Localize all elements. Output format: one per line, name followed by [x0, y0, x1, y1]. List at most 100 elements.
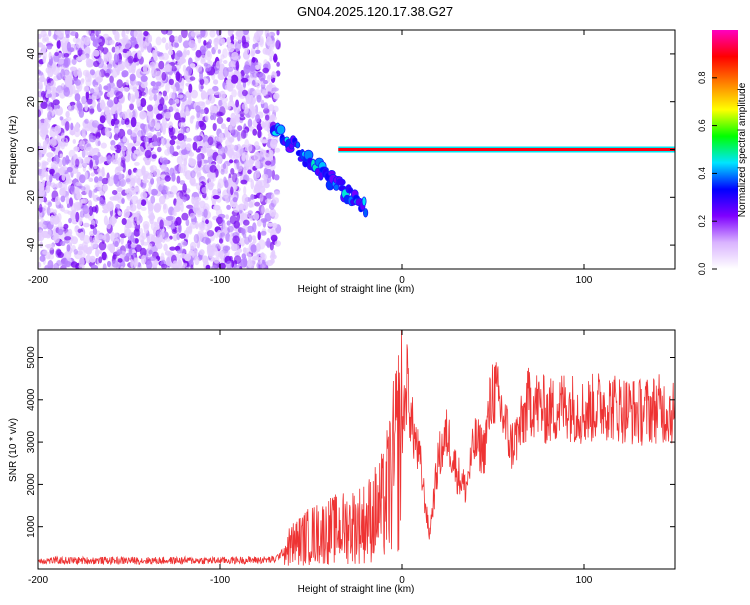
heatmap-cell: [165, 215, 174, 221]
heatmap-cell: [136, 202, 142, 210]
heatmap-cell: [251, 235, 256, 241]
heatmap-cell: [88, 200, 93, 208]
heatmap-cell: [98, 241, 107, 251]
heatmap-cell: [122, 111, 128, 120]
heatmap-cell: [73, 201, 81, 211]
x-tick-label: -100: [210, 275, 230, 286]
heatmap-cell: [254, 171, 261, 179]
heatmap-cell: [90, 224, 95, 230]
heatmap-cell: [265, 260, 274, 267]
heatmap-cell: [217, 182, 222, 192]
heatmap-cell: [116, 186, 123, 193]
heatmap-cell: [169, 139, 176, 146]
heatmap-marks: [38, 30, 675, 269]
heatmap-cell: [106, 155, 112, 165]
heatmap-cell: [53, 262, 60, 269]
heatmap-cell: [87, 73, 93, 82]
heatmap-cell: [164, 250, 171, 256]
y-tick-label: -20: [26, 190, 37, 205]
heatmap-cell: [268, 115, 274, 120]
heatmap-cell: [270, 234, 278, 242]
heatmap-cell: [121, 30, 126, 38]
heatmap-cell: [265, 160, 272, 166]
heatmap-cell: [38, 203, 43, 213]
heatmap-cell: [176, 145, 181, 150]
heatmap-cell: [203, 141, 209, 148]
heatmap-cell: [131, 195, 139, 205]
snr-y-label: SNR (10 * v/v): [8, 418, 19, 482]
heatmap-cell: [139, 247, 147, 257]
heatmap-cell: [50, 182, 56, 188]
heatmap-cell: [232, 204, 240, 213]
y-tick-label: 20: [26, 96, 37, 108]
heatmap-cell: [91, 206, 98, 213]
heatmap-cell: [168, 78, 174, 86]
heatmap-cell: [138, 32, 145, 38]
heatmap-cell: [216, 154, 223, 164]
heatmap-cell: [48, 51, 52, 60]
heatmap-cell: [252, 35, 258, 43]
heatmap-cell: [38, 142, 42, 147]
heatmap-cell: [271, 193, 275, 200]
heatmap-cell: [96, 234, 105, 240]
heatmap-cell: [188, 40, 196, 48]
heatmap-cell: [38, 122, 46, 130]
heatmap-cell: [154, 202, 162, 210]
heatmap-cell: [147, 113, 153, 122]
heatmap-cell: [66, 244, 71, 252]
heatmap-cell: [89, 69, 95, 76]
heatmap-cell: [190, 170, 196, 179]
heatmap-cell: [200, 54, 206, 63]
heatmap-cell: [173, 205, 181, 213]
heatmap-cell: [180, 57, 187, 64]
heatmap-cell: [162, 90, 167, 97]
heatmap-cell: [179, 110, 184, 118]
heatmap-cell: [229, 159, 234, 164]
heatmap-cell: [70, 261, 78, 268]
heatmap-cell: [69, 101, 76, 106]
heatmap-cell: [273, 174, 280, 181]
figure-title: GN04.2025.120.17.38.G27: [297, 4, 453, 19]
heatmap-cell: [168, 121, 174, 129]
heatmap-cell: [61, 36, 70, 45]
heatmap-cell: [185, 137, 192, 142]
heatmap-cell: [151, 154, 157, 159]
heatmap-cell: [62, 63, 69, 68]
heatmap-cell: [63, 53, 70, 58]
heatmap-cell: [250, 106, 257, 111]
heatmap-cell: [212, 85, 219, 92]
heatmap-cell: [242, 89, 248, 97]
heatmap-cell: [115, 91, 124, 100]
heatmap-cell: [153, 51, 158, 61]
heatmap-cell: [46, 243, 55, 251]
heatmap-cell: [170, 185, 178, 195]
heatmap-cell: [176, 155, 184, 165]
heatmap-cell: [68, 159, 76, 168]
heatmap-cell: [92, 227, 98, 235]
heatmap-cell: [189, 63, 196, 68]
heatmap-cell: [252, 128, 258, 136]
heatmap-cell: [254, 183, 261, 193]
heatmap-cell: [117, 128, 126, 139]
heatmap-cell: [159, 219, 164, 230]
heatmap-cell: [164, 63, 173, 73]
heatmap-cell: [220, 54, 225, 60]
heatmap-cell: [231, 129, 239, 138]
snr-panel: -200 -100 0 100 1000 2000 3000 4000 5000 Height…: [8, 329, 676, 595]
heatmap-cell: [50, 80, 56, 88]
heatmap-cell: [142, 64, 148, 74]
heatmap-cell: [66, 203, 71, 209]
heatmap-cell: [164, 237, 171, 242]
spectrogram-x-label: Height of straight line (km): [298, 284, 415, 295]
heatmap-cell: [274, 240, 281, 247]
heatmap-cell: [175, 216, 182, 226]
heatmap-cell: [57, 251, 64, 258]
heatmap-cell: [150, 195, 156, 204]
heatmap-cell: [273, 92, 280, 100]
heatmap-cell: [256, 30, 264, 37]
heatmap-cell: [63, 251, 72, 259]
heatmap-cell: [83, 160, 88, 168]
heatmap-cell: [143, 223, 149, 234]
heatmap-cell: [41, 169, 48, 178]
heatmap-cell: [123, 208, 130, 218]
